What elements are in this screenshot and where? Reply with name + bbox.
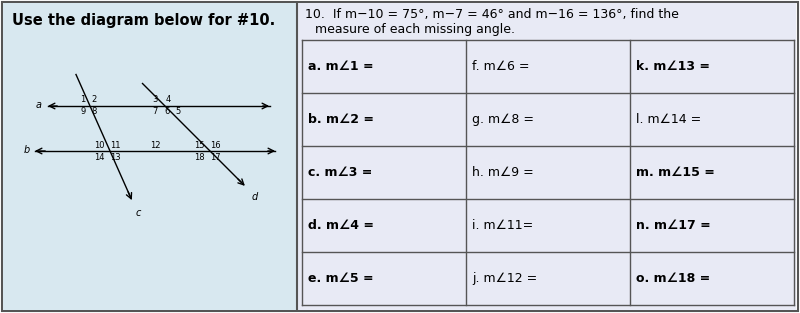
Text: measure of each missing angle.: measure of each missing angle.: [315, 23, 515, 36]
Text: a. m∠1 =: a. m∠1 =: [308, 60, 374, 73]
Text: Use the diagram below for #10.: Use the diagram below for #10.: [12, 13, 275, 28]
Text: 15: 15: [194, 141, 205, 150]
Text: 12: 12: [150, 141, 160, 150]
Text: 1: 1: [80, 95, 86, 105]
Text: d. m∠4 =: d. m∠4 =: [308, 219, 374, 232]
Text: c. m∠3 =: c. m∠3 =: [308, 166, 372, 179]
Text: b. m∠2 =: b. m∠2 =: [308, 113, 374, 126]
Text: 18: 18: [194, 152, 205, 162]
Text: 16: 16: [210, 141, 221, 150]
Text: 11: 11: [110, 141, 121, 150]
Text: o. m∠18 =: o. m∠18 =: [636, 272, 710, 285]
Text: 3: 3: [152, 95, 157, 105]
Text: 17: 17: [210, 152, 221, 162]
Bar: [297, 3, 796, 310]
Text: g. m∠8 =: g. m∠8 =: [472, 113, 534, 126]
Text: b: b: [24, 145, 30, 155]
Text: f. m∠6 =: f. m∠6 =: [472, 60, 530, 73]
Text: m. m∠15 =: m. m∠15 =: [636, 166, 715, 179]
Bar: [3, 3, 297, 310]
Text: 6: 6: [165, 107, 170, 116]
Text: 2: 2: [91, 95, 97, 105]
Text: h. m∠9 =: h. m∠9 =: [472, 166, 534, 179]
Text: e. m∠5 =: e. m∠5 =: [308, 272, 374, 285]
Text: 10: 10: [94, 141, 105, 150]
Text: j. m∠12 =: j. m∠12 =: [472, 272, 538, 285]
Text: k. m∠13 =: k. m∠13 =: [636, 60, 710, 73]
Text: 13: 13: [110, 152, 121, 162]
Text: 8: 8: [91, 107, 97, 116]
Text: d: d: [251, 192, 258, 202]
Text: 9: 9: [80, 107, 86, 116]
Text: l. m∠14 =: l. m∠14 =: [636, 113, 702, 126]
Text: 14: 14: [94, 152, 105, 162]
Text: 5: 5: [175, 107, 180, 116]
Text: a: a: [36, 100, 42, 110]
Text: n. m∠17 =: n. m∠17 =: [636, 219, 710, 232]
Text: 10.  If m−10 = 75°, m−7 = 46° and m−16 = 136°, find the: 10. If m−10 = 75°, m−7 = 46° and m−16 = …: [305, 8, 679, 21]
Text: 4: 4: [166, 95, 171, 105]
Text: c: c: [136, 208, 142, 218]
Text: i. m∠11=: i. m∠11=: [472, 219, 534, 232]
Text: 7: 7: [152, 107, 157, 116]
